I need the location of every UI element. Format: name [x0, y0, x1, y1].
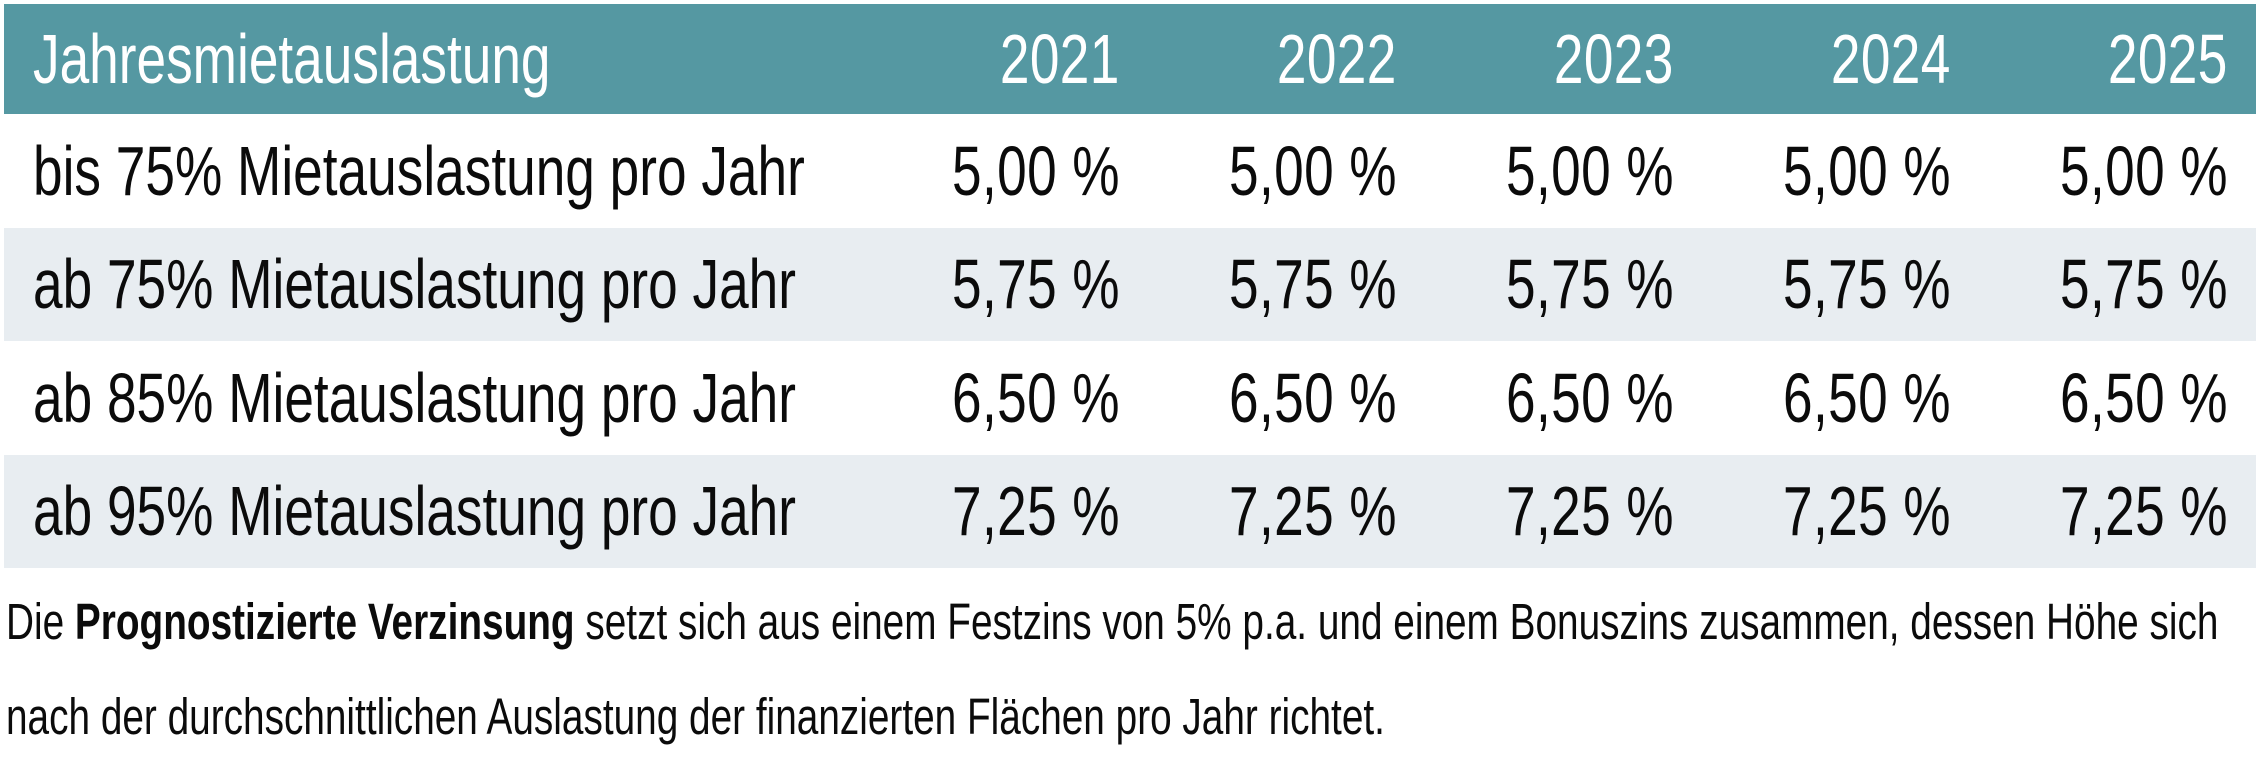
rate-value: 6,50 %	[2060, 358, 2228, 437]
table-title: Jahresmietauslastung	[33, 20, 551, 98]
rate-cell: 7,25 %	[1702, 471, 1979, 551]
year-header-cell: 2021	[871, 19, 1148, 99]
row-label-cell: ab 75% Mietauslastung pro Jahr	[4, 244, 871, 324]
rate-cell: 7,25 %	[871, 471, 1148, 551]
rate-value: 6,50 %	[1506, 358, 1674, 437]
year-header-2025: 2025	[2108, 20, 2228, 98]
table-row: bis 75% Mietauslastung pro Jahr 5,00 % 5…	[4, 114, 2256, 228]
table-row: ab 85% Mietauslastung pro Jahr 6,50 % 6,…	[4, 341, 2256, 455]
rate-value: 5,00 %	[1506, 131, 1674, 210]
table-header-row: Jahresmietauslastung 2021 2022 2023 2024…	[4, 4, 2256, 114]
rates-table: Jahresmietauslastung 2021 2022 2023 2024…	[4, 4, 2256, 568]
rate-cell: 5,75 %	[1148, 244, 1425, 324]
rate-cell: 6,50 %	[1425, 358, 1702, 438]
rate-value: 7,25 %	[1783, 472, 1951, 551]
rate-value: 5,75 %	[1506, 245, 1674, 324]
rate-cell: 5,00 %	[871, 131, 1148, 211]
row-label: bis 75% Mietauslastung pro Jahr	[33, 131, 805, 210]
footnote-prefix: Die	[6, 593, 75, 650]
rate-cell: 6,50 %	[1979, 358, 2256, 438]
rate-cell: 6,50 %	[871, 358, 1148, 438]
row-label-cell: ab 95% Mietauslastung pro Jahr	[4, 471, 871, 551]
rate-value: 6,50 %	[1229, 358, 1397, 437]
rate-value: 5,75 %	[2060, 245, 2228, 324]
rate-cell: 7,25 %	[1425, 471, 1702, 551]
rate-value: 5,00 %	[1783, 131, 1951, 210]
table-title-cell: Jahresmietauslastung	[4, 19, 871, 99]
year-header-2022: 2022	[1277, 20, 1397, 98]
footnote: Die Prognostizierte Verzinsung setzt sic…	[0, 568, 2266, 764]
row-label: ab 75% Mietauslastung pro Jahr	[33, 245, 796, 324]
rate-cell: 5,75 %	[1979, 244, 2256, 324]
rate-value: 7,25 %	[1506, 472, 1674, 551]
page: Jahresmietauslastung 2021 2022 2023 2024…	[0, 4, 2266, 768]
rate-cell: 6,50 %	[1148, 358, 1425, 438]
rate-value: 7,25 %	[952, 472, 1120, 551]
rate-value: 5,75 %	[1783, 245, 1951, 324]
footnote-line-1: Die Prognostizierte Verzinsung setzt sic…	[6, 574, 2266, 669]
rate-value: 5,00 %	[2060, 131, 2228, 210]
rate-cell: 5,75 %	[1702, 244, 1979, 324]
rate-cell: 7,25 %	[1979, 471, 2256, 551]
footnote-bold-term: Prognostizierte Verzinsung	[74, 593, 575, 650]
rate-cell: 5,75 %	[1425, 244, 1702, 324]
rate-value: 6,50 %	[1783, 358, 1951, 437]
rate-value: 5,00 %	[1229, 131, 1397, 210]
rate-cell: 5,00 %	[1979, 131, 2256, 211]
footnote-line-1-rest: setzt sich aus einem Festzins von 5% p.a…	[574, 593, 2219, 650]
year-header-2021: 2021	[1000, 20, 1120, 98]
year-header-cell: 2023	[1425, 19, 1702, 99]
year-header-cell: 2022	[1148, 19, 1425, 99]
rate-cell: 5,00 %	[1148, 131, 1425, 211]
table-row: ab 75% Mietauslastung pro Jahr 5,75 % 5,…	[4, 227, 2256, 341]
year-header-2023: 2023	[1554, 20, 1674, 98]
rate-value: 6,50 %	[952, 358, 1120, 437]
table-row: ab 95% Mietauslastung pro Jahr 7,25 % 7,…	[4, 454, 2256, 568]
rate-value: 5,00 %	[952, 131, 1120, 210]
footnote-line-2: nach der durchschnittlichen Auslastung d…	[6, 688, 1385, 745]
rate-value: 5,75 %	[952, 245, 1120, 324]
rate-value: 7,25 %	[1229, 472, 1397, 551]
year-header-2024: 2024	[1831, 20, 1951, 98]
row-label: ab 85% Mietauslastung pro Jahr	[33, 358, 796, 437]
year-header-cell: 2025	[1979, 19, 2256, 99]
rate-cell: 7,25 %	[1148, 471, 1425, 551]
rate-cell: 6,50 %	[1702, 358, 1979, 438]
year-header-cell: 2024	[1702, 19, 1979, 99]
rate-value: 7,25 %	[2060, 472, 2228, 551]
rate-cell: 5,75 %	[871, 244, 1148, 324]
row-label: ab 95% Mietauslastung pro Jahr	[33, 472, 796, 551]
row-label-cell: bis 75% Mietauslastung pro Jahr	[4, 131, 871, 211]
rate-cell: 5,00 %	[1425, 131, 1702, 211]
row-label-cell: ab 85% Mietauslastung pro Jahr	[4, 358, 871, 438]
rate-cell: 5,00 %	[1702, 131, 1979, 211]
rate-value: 5,75 %	[1229, 245, 1397, 324]
